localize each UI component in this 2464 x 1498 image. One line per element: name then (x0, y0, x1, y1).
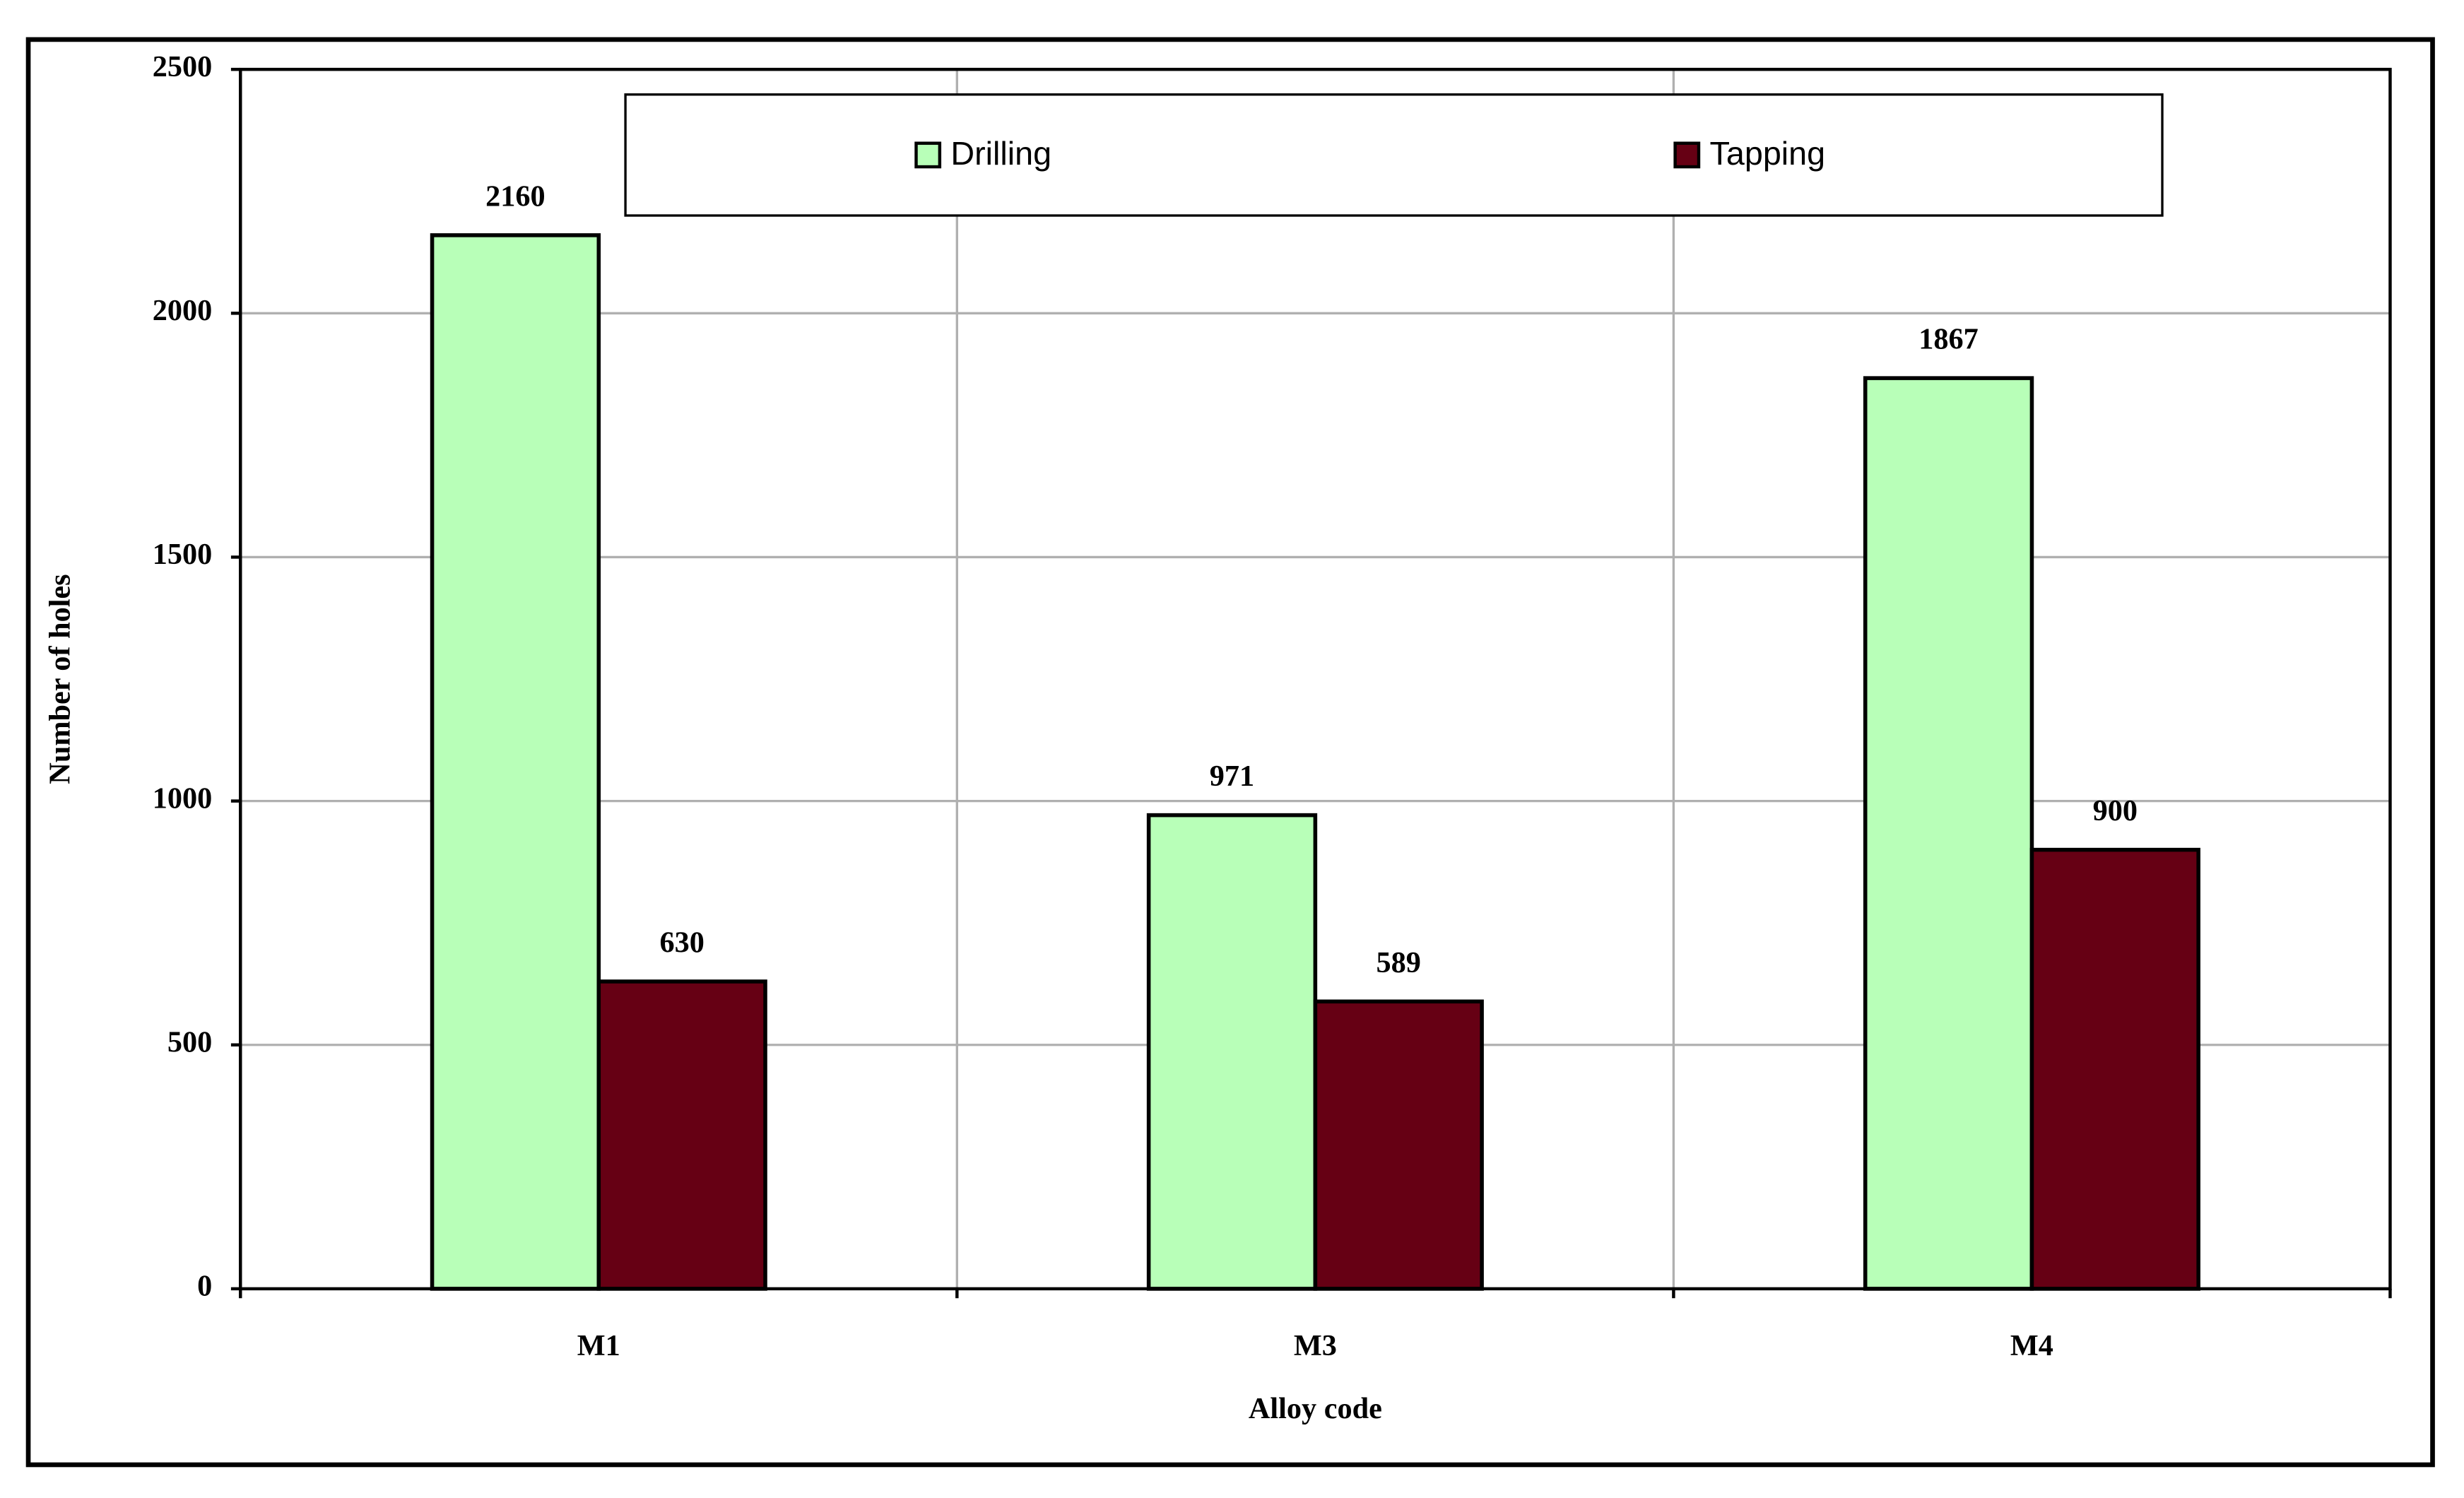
bar (1146, 813, 1318, 1291)
legend-swatch (1673, 141, 1701, 169)
marks (430, 233, 2200, 1291)
y-tick-label: 2000 (153, 294, 212, 327)
bar (1863, 376, 2034, 1291)
bar (596, 979, 767, 1291)
value-label: 900 (2093, 794, 2138, 827)
y-tick-label: 500 (167, 1025, 212, 1058)
value-label: 2160 (485, 179, 546, 213)
x-tick-label: M4 (2010, 1329, 2053, 1362)
value-label: 589 (1377, 946, 1421, 979)
value-label: 971 (1210, 760, 1254, 793)
legend-label: Tapping (1710, 135, 1826, 172)
y-tick-label: 1000 (153, 782, 212, 815)
x-tick-label: M1 (577, 1329, 620, 1362)
legend-swatch (914, 141, 942, 169)
y-axis-label: Number of holes (44, 574, 77, 784)
bar (1313, 999, 1484, 1291)
y-tick-label: 1500 (153, 538, 212, 571)
bar (430, 233, 601, 1291)
x-axis-label: Alloy code (1249, 1392, 1382, 1425)
legend-box (624, 93, 2164, 217)
y-tick-label: 2500 (153, 50, 212, 83)
value-label: 630 (659, 926, 704, 960)
y-tick-label: 0 (197, 1270, 212, 1303)
legend-label: Drilling (950, 135, 1051, 172)
x-tick-label: M3 (1294, 1329, 1337, 1362)
bar (2029, 847, 2200, 1291)
value-label: 1867 (1918, 323, 1978, 356)
